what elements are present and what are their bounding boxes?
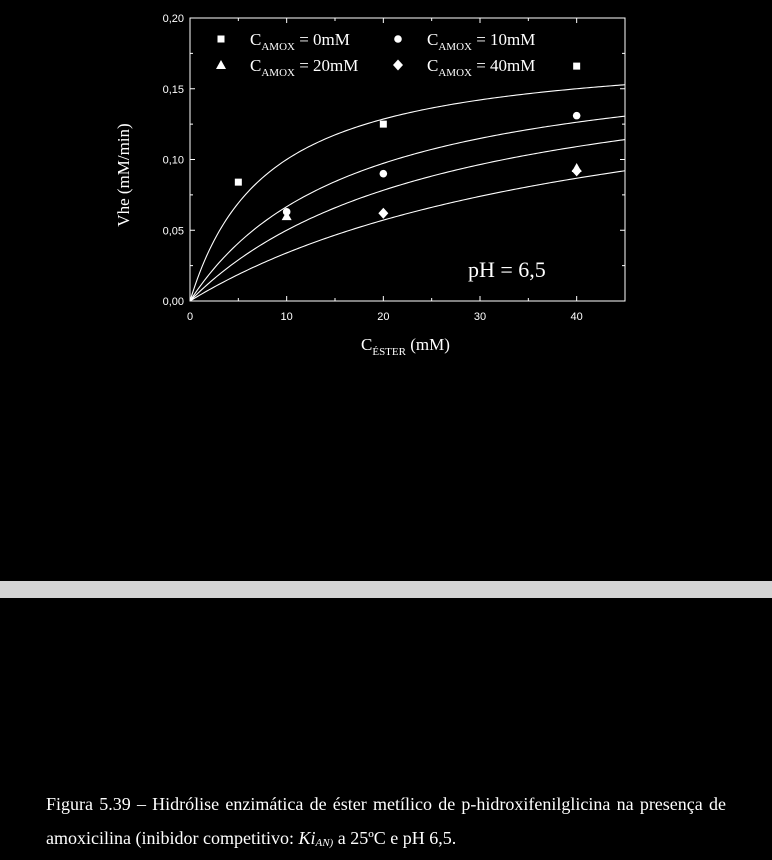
diamond-point xyxy=(571,165,582,177)
fit-curve xyxy=(189,115,626,302)
legend-square-marker xyxy=(217,35,225,43)
x-tick-label: 40 xyxy=(571,311,583,323)
page-divider xyxy=(0,581,772,598)
y-axis-label: Vhe (mM/min) xyxy=(114,123,133,226)
x-axis-label: CÉSTER (mM) xyxy=(361,335,450,358)
legend-label: CAMOX = 20mM xyxy=(250,56,358,79)
axis-labels: pH = 6,5 CÉSTER (mM) Vhe (mM/min) xyxy=(114,123,546,358)
caption-ki-sub: AN) xyxy=(315,837,334,849)
fit-curve xyxy=(189,170,626,302)
y-tick-label: 0,05 xyxy=(163,225,184,237)
fit-curve xyxy=(189,139,626,302)
y-tick-label: 0,20 xyxy=(163,13,184,25)
fit-curve xyxy=(189,84,626,302)
x-tick-label: 0 xyxy=(187,311,193,323)
data-markers xyxy=(234,62,582,221)
legend-circle-marker xyxy=(394,35,402,43)
y-tick-label: 0,00 xyxy=(163,296,184,308)
fit-curves xyxy=(189,84,626,302)
caption-suffix: a 25ºC e pH 6,5. xyxy=(333,828,457,848)
diamond-point xyxy=(378,207,389,219)
square-point xyxy=(234,178,242,186)
legend-label: CAMOX = 0mM xyxy=(250,30,350,53)
legend-label: CAMOX = 10mM xyxy=(427,30,535,53)
square-point xyxy=(379,120,387,128)
caption-ki: Ki xyxy=(298,828,316,848)
y-tick-label: 0,15 xyxy=(163,84,184,96)
legend-label: CAMOX = 40mM xyxy=(427,56,535,79)
triangle-point xyxy=(281,211,292,221)
x-tick-label: 30 xyxy=(474,311,486,323)
x-tick-label: 10 xyxy=(281,311,293,323)
y-tick-label: 0,10 xyxy=(163,155,184,167)
legend: CAMOX = 0mM CAMOX = 10mM CAMOX = 20mM CAMOX… xyxy=(216,30,535,79)
square-point xyxy=(573,62,581,70)
circle-point xyxy=(379,169,388,178)
caption-prefix: Figura 5.39 – Hidrólise enzimática de és… xyxy=(46,794,726,848)
axis-ticks: 0 10 20 30 40 0,00 0,05 0,10 0,15 0,20 xyxy=(163,13,625,323)
ph-annotation: pH = 6,5 xyxy=(468,257,546,282)
circle-point xyxy=(572,111,581,120)
legend-diamond-marker xyxy=(393,59,403,71)
x-tick-label: 20 xyxy=(377,311,389,323)
legend-triangle-marker xyxy=(216,60,226,69)
figure-caption: Figura 5.39 – Hidrólise enzimática de és… xyxy=(46,787,726,860)
chart: 0 10 20 30 40 0,00 0,05 0,10 0,15 0,20 CAMOX = 0m… xyxy=(114,13,626,358)
